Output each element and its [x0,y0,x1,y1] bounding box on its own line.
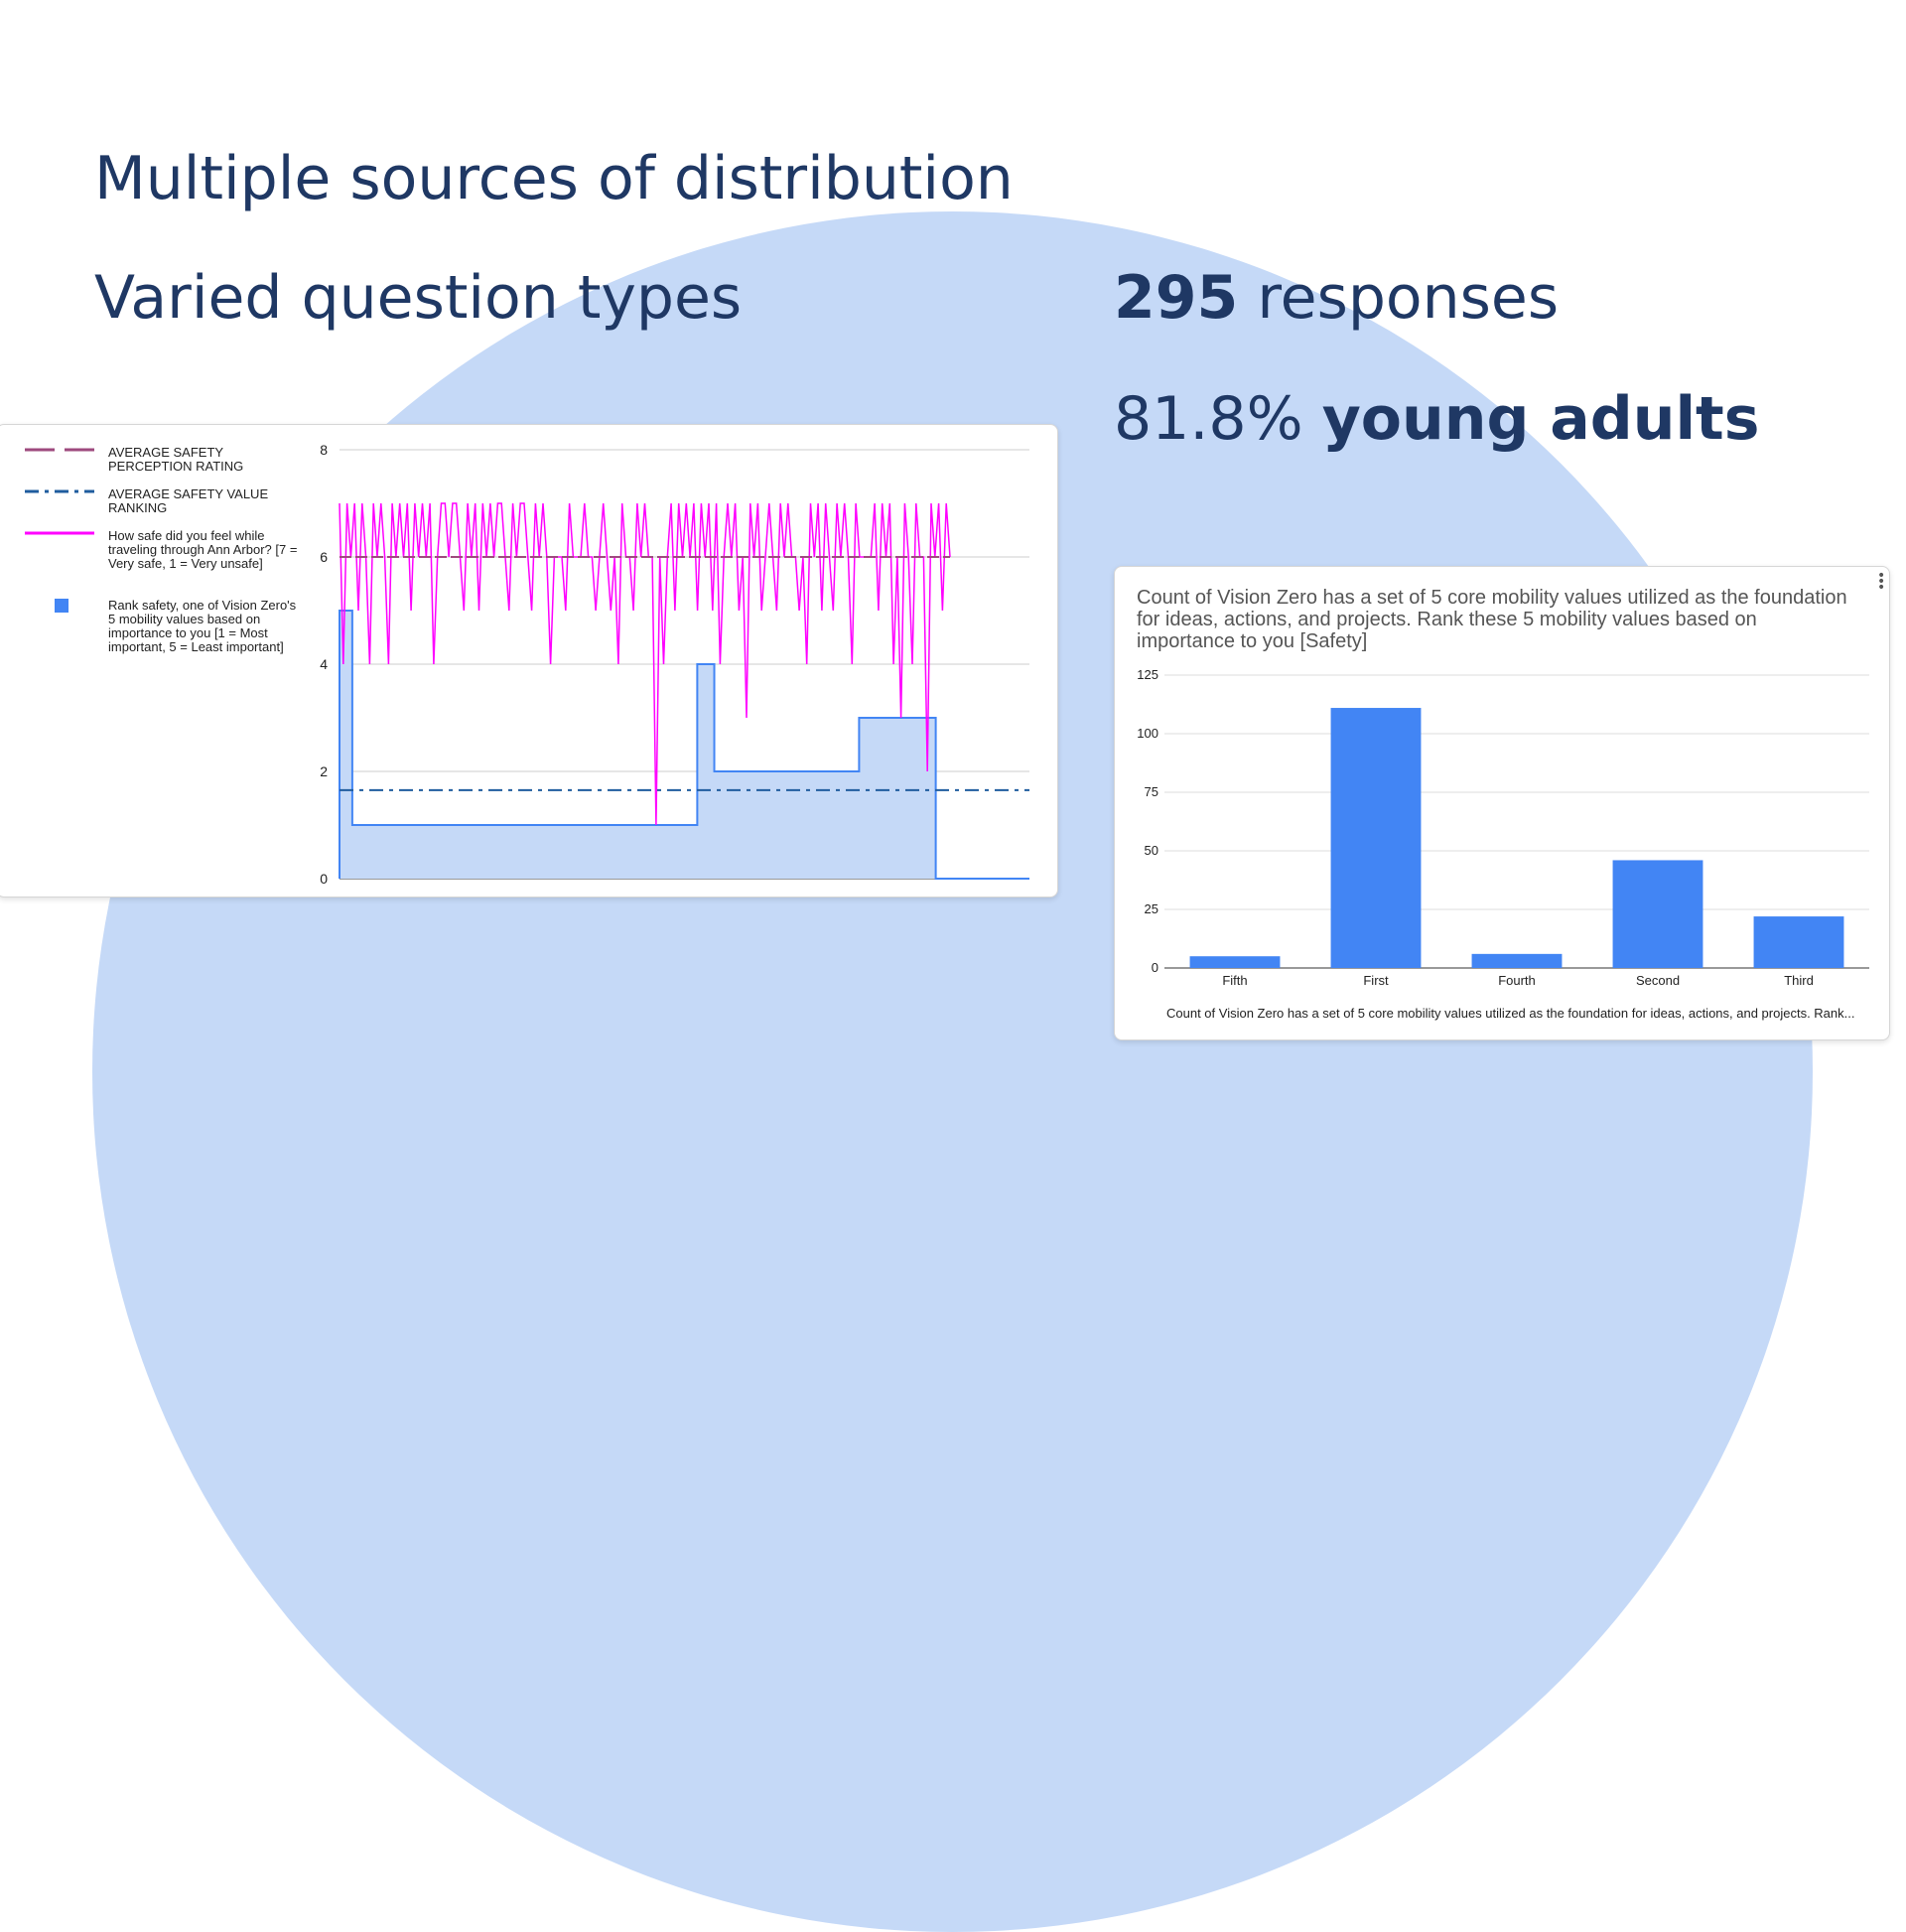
legend-item-safety-feel: How safe did you feel while traveling th… [25,529,302,571]
y-tick-label: 6 [320,549,328,565]
y-tick-label: 100 [1137,726,1158,741]
y-tick-label: 50 [1145,843,1158,858]
bar [1471,953,1563,968]
legend-label: Rank safety, one of Vision Zero's 5 mobi… [108,598,297,654]
bar [1753,916,1844,968]
line-chart-plot: 0 2 4 6 8 [320,442,1029,887]
responses-stat: 295 responses [1114,268,1559,328]
bar [1189,956,1281,968]
x-tick-label: Fourth [1498,973,1536,988]
solid-line-icon [25,531,94,535]
y-tick-label: 8 [320,442,328,458]
bar [1612,860,1703,968]
heading-distribution: Multiple sources of distribution [94,144,1014,213]
y-tick-label: 25 [1145,901,1158,916]
responses-label: responses [1238,263,1560,333]
legend-label: AVERAGE SAFETY PERCEPTION RATING [108,445,244,474]
legend-item-avg-perception: AVERAGE SAFETY PERCEPTION RATING [25,446,302,474]
x-tick-label: Third [1784,973,1814,988]
legend-item-rank-safety: Rank safety, one of Vision Zero's 5 mobi… [25,599,302,654]
dash-dot-line-icon [25,489,94,493]
bar-chart-title: Count of Vision Zero has a set of 5 core… [1137,587,1847,652]
bar [1330,708,1422,968]
x-tick-label: Second [1636,973,1680,988]
young-label: young adults [1321,384,1760,454]
dashed-line-icon [25,448,94,452]
bar-chart-x-axis-label: Count of Vision Zero has a set of 5 core… [1166,1006,1855,1021]
x-tick-label: First [1363,973,1389,988]
legend-item-avg-value: AVERAGE SAFETY VALUE RANKING [25,487,302,515]
legend-label: AVERAGE SAFETY VALUE RANKING [108,486,269,515]
bar-chart-plot: 0 25 50 75 100 125 Fifth First Fourth Second Third [1137,667,1869,988]
x-tick-label: Fifth [1222,973,1247,988]
legend-label: How safe did you feel while traveling th… [108,528,298,571]
responses-number: 295 [1114,263,1239,333]
y-tick-label: 0 [1152,960,1158,975]
y-tick-label: 75 [1145,784,1158,799]
rank-safety-area [340,611,1029,879]
young-adults-stat: 81.8% young adults [1114,389,1759,449]
rank-safety-series [339,610,1029,880]
y-tick-label: 4 [320,656,328,672]
square-icon [55,599,68,613]
y-tick-label: 2 [320,763,328,779]
y-tick-label: 0 [320,871,328,887]
heading-question-types: Varied question types [94,263,743,333]
safety-bar-chart-card[interactable]: Count of Vision Zero has a set of 5 core… [1114,566,1890,1040]
y-tick-label: 125 [1137,667,1158,682]
safety-line-chart-card[interactable]: AVERAGE SAFETY PERCEPTION RATING AVERAGE… [0,424,1058,897]
more-options-icon[interactable]: • • • [1877,568,1886,596]
young-percent: 81.8% [1114,384,1322,454]
